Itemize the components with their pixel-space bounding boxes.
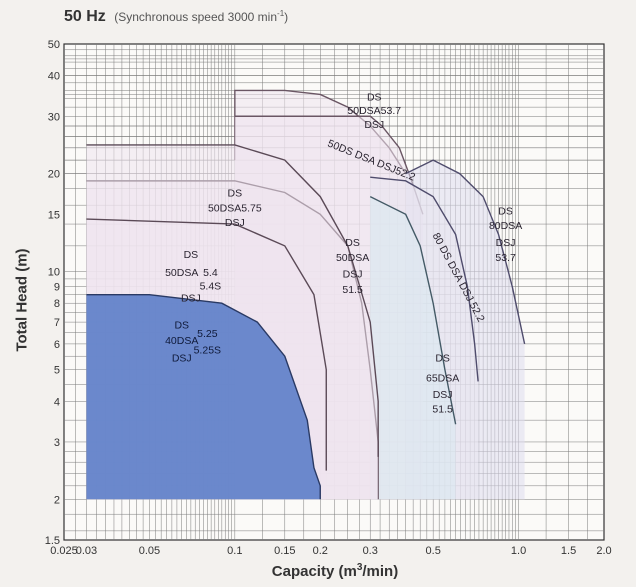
region-label: DSJ (172, 352, 192, 364)
region-label: 50DSA (165, 267, 198, 279)
x-tick-label: 1.0 (511, 545, 526, 557)
region-label: DSJ (433, 389, 453, 401)
x-tick-label: 0.15 (274, 545, 295, 557)
region-label: DS (174, 319, 189, 331)
region-label: DSJ (496, 237, 516, 249)
region-outline-50dsa-5.4 (86, 218, 327, 471)
region-label: 51.5 (342, 284, 363, 296)
y-tick-label: 2 (54, 494, 60, 506)
region-label: DS (184, 249, 199, 261)
y-tick-label: 6 (54, 339, 60, 351)
subtitle-close: ) (284, 10, 289, 24)
region-label: DSJ (343, 268, 363, 280)
region-65dsa-51.5 (370, 196, 456, 500)
region-label: DSJ (364, 119, 384, 131)
y-tick-label: 7 (54, 317, 60, 329)
y-tick-label: 20 (48, 169, 60, 181)
y-tick-label: 4 (54, 396, 60, 408)
region-label: 50DSA (336, 252, 369, 264)
x-tick-label: 0.025 (50, 545, 78, 557)
y-tick-label: 1.5 (45, 535, 60, 547)
region-label: 5.25S (194, 345, 221, 357)
region-label: DS (435, 352, 450, 364)
region-label: DSJ (181, 292, 201, 304)
x-tick-label: 0.5 (426, 545, 441, 557)
y-tick-label: 30 (48, 111, 60, 123)
region-outline-80dsa-53.7 (405, 159, 526, 345)
x-axis-label-sup: 3 (356, 562, 363, 573)
x-tick-label: 0.2 (313, 545, 328, 557)
y-tick-label: 40 (48, 71, 60, 83)
region-label: 5.4 (203, 267, 218, 279)
y-tick-label: 3 (54, 437, 60, 449)
x-tick-label: 0.1 (227, 545, 242, 557)
region-outline-65dsa-51.5 (369, 195, 457, 425)
region-outline-80dsa-52.2 (370, 176, 479, 382)
title-subtitle: (Synchronous speed 3000 min-1) (114, 9, 289, 24)
subtitle-text: (Synchronous speed 3000 min (114, 10, 278, 24)
region-label: DS (367, 92, 382, 104)
region-label: 5.4S (200, 281, 222, 293)
region-label: 5.25 (197, 328, 218, 340)
region-40dsa-5.25 (86, 294, 321, 500)
x-tick-label: 0.3 (363, 545, 378, 557)
region-label: 53.7 (495, 252, 516, 264)
y-tick-label: 8 (54, 298, 60, 310)
region-label: 51.5 (432, 403, 453, 415)
x-tick-label: 1.5 (561, 545, 576, 557)
y-tick-label: 9 (54, 282, 60, 294)
region-label: 65DSA (426, 372, 459, 384)
title-hz: 50 Hz (64, 8, 106, 25)
x-tick-label: 2.0 (596, 545, 611, 557)
region-label: DS (228, 188, 243, 200)
regions (86, 89, 526, 500)
chart-title: 50 Hz (Synchronous speed 3000 min-1) (64, 8, 288, 26)
y-tick-label: 5 (54, 365, 60, 377)
y-tick-label: 15 (48, 209, 60, 221)
region-label: DS (498, 205, 513, 217)
region-label: DSJ (225, 217, 245, 229)
region-label: 50DSA53.7 (347, 105, 401, 117)
subtitle-exp: -1 (277, 9, 285, 18)
region-outline-50dsa-5.75 (86, 144, 379, 457)
region-label: 80DSA (489, 220, 522, 232)
region-label: 40DSA (165, 335, 198, 347)
region-outline-40dsa-5.25 (86, 293, 321, 500)
x-tick-label: 0.05 (139, 545, 160, 557)
y-tick-label: 50 (48, 39, 60, 51)
x-axis-label-main: Capacity (m (271, 563, 357, 580)
x-axis-label-end: /min) (362, 563, 399, 580)
region-label: 50DSA5.75 (208, 202, 262, 214)
y-tick-label: 10 (48, 267, 60, 279)
x-tick-label: 0.03 (76, 545, 97, 557)
x-axis-label: Capacity (m3/min) (272, 562, 398, 580)
region-label: DS (345, 237, 360, 249)
